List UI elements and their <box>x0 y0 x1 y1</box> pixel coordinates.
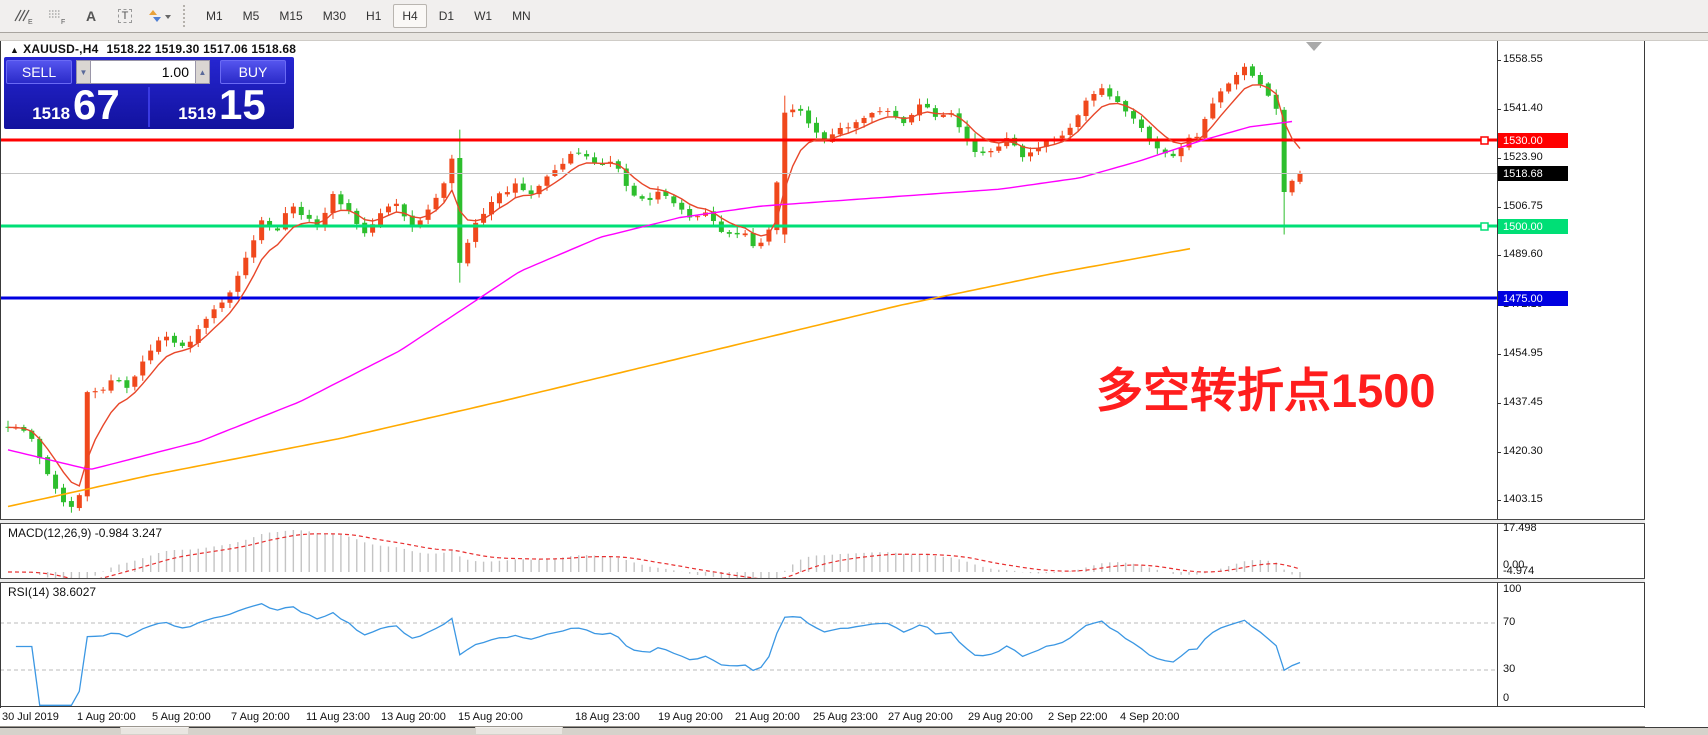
svg-text:F: F <box>61 19 65 25</box>
buy-price[interactable]: 1519 15 <box>178 81 266 128</box>
date-label: 25 Aug 23:00 <box>813 711 878 723</box>
svg-text:E: E <box>28 19 33 25</box>
timeframe-buttons: M1 M5 M15 M30 H1 H4 D1 W1 MN <box>196 4 541 28</box>
axis-tick <box>1497 452 1501 453</box>
rsi-axis-label: 100 <box>1503 583 1522 595</box>
date-label: 15 Aug 20:00 <box>458 711 523 723</box>
date-label: 18 Aug 23:00 <box>575 711 640 723</box>
window-bottom-border <box>0 726 1645 727</box>
date-label: 19 Aug 20:00 <box>658 711 723 723</box>
chart-tab[interactable] <box>121 727 188 734</box>
volume-down-button[interactable]: ▼ <box>76 60 91 84</box>
axis-tick <box>1497 60 1501 61</box>
timeframe-button-h4[interactable]: H4 <box>393 4 427 28</box>
timeframe-button-m5[interactable]: M5 <box>242 9 260 23</box>
rsi-label: RSI(14) 38.6027 <box>8 585 97 599</box>
chart-tab[interactable] <box>189 727 475 734</box>
macd-panel-divider[interactable] <box>0 519 1645 524</box>
chart-tab-strip <box>0 727 1708 735</box>
templates-icon[interactable]: F <box>41 4 73 28</box>
timeframe-button-m30[interactable]: M30 <box>322 9 347 23</box>
axis-tick-label: 1403.15 <box>1503 493 1543 505</box>
rsi-panel-bottom-border <box>0 706 1645 707</box>
date-label: 29 Aug 20:00 <box>968 711 1033 723</box>
axis-tick <box>1497 109 1501 110</box>
axis-tick <box>1497 500 1501 501</box>
scroll-marker-icon[interactable] <box>1306 42 1322 51</box>
volume-input[interactable]: 1.00 <box>91 60 195 84</box>
axis-tick <box>1497 403 1501 404</box>
date-label: 13 Aug 20:00 <box>381 711 446 723</box>
rsi-axis-label: 70 <box>1503 616 1516 628</box>
date-label: 1 Aug 20:00 <box>77 711 136 723</box>
axis-tick-label: 1541.40 <box>1503 102 1543 114</box>
symbol-collapse-icon[interactable]: ▲ <box>10 45 20 55</box>
chart-tab[interactable] <box>0 727 120 734</box>
macd-axis-label: -4.974 <box>1503 565 1535 577</box>
chart-tab[interactable] <box>476 727 562 734</box>
chart-tab[interactable] <box>563 727 1708 734</box>
date-label: 11 Aug 23:00 <box>306 711 371 723</box>
volume-spinner: ▼ 1.00 ▲ <box>76 60 210 84</box>
rsi-axis-label: 0 <box>1503 692 1510 704</box>
timeframe-button-mn[interactable]: MN <box>512 9 531 23</box>
date-label: 30 Jul 2019 <box>2 711 59 723</box>
objects-icon[interactable] <box>143 4 177 28</box>
axis-tick <box>1497 207 1501 208</box>
axis-tick <box>1497 255 1501 256</box>
date-label: 4 Sep 20:00 <box>1120 711 1180 723</box>
price-badge-1475.00: 1475.00 <box>1498 291 1568 306</box>
label-icon[interactable]: T <box>109 4 141 28</box>
sell-price[interactable]: 1518 67 <box>32 81 120 128</box>
axis-tick-label: 1437.45 <box>1503 396 1543 408</box>
macd-label: MACD(12,26,9) -0.984 3.247 <box>8 526 163 540</box>
axis-tick-label: 1454.95 <box>1503 347 1543 359</box>
price-badge-1500.00: 1500.00 <box>1498 219 1568 234</box>
axis-tick-label: 1523.90 <box>1503 151 1543 163</box>
timeframe-button-h1[interactable]: H1 <box>366 9 382 23</box>
timeframe-button-d1[interactable]: D1 <box>438 9 455 23</box>
rsi-axis-label: 30 <box>1503 663 1516 675</box>
date-label: 5 Aug 20:00 <box>152 711 211 723</box>
timeframe-button-w1[interactable]: W1 <box>474 9 493 23</box>
axis-tick-label: 1558.55 <box>1503 53 1543 65</box>
toolbar-shadow <box>0 33 1708 41</box>
timeframe-button-m15[interactable]: M15 <box>279 9 303 23</box>
chart-title: ▲ XAUUSD-,H4 1518.22 1519.30 1517.06 1518.… <box>10 42 296 56</box>
ohlc-values: 1518.22 1519.30 1517.06 1518.68 <box>106 42 297 56</box>
axis-tick-label: 1489.60 <box>1503 248 1543 260</box>
toolbar-separator <box>183 5 191 27</box>
date-label: 21 Aug 20:00 <box>735 711 800 723</box>
date-label: 27 Aug 20:00 <box>888 711 953 723</box>
chart-plot[interactable] <box>0 0 1497 735</box>
macd-axis-label: 0.00 <box>1503 559 1525 571</box>
date-label: 2 Sep 22:00 <box>1048 711 1108 723</box>
axis-tick-label: 1506.75 <box>1503 200 1543 212</box>
volume-up-button[interactable]: ▲ <box>195 60 210 84</box>
rsi-panel-divider[interactable] <box>0 578 1645 583</box>
price-divider <box>148 87 150 127</box>
macd-axis-label: 17.498 <box>1503 522 1537 534</box>
price-badge-1530.00: 1530.00 <box>1498 133 1568 148</box>
price-badge-1518.68: 1518.68 <box>1498 166 1568 181</box>
symbol-name: XAUUSD-,H4 <box>23 42 99 56</box>
text-icon[interactable]: A <box>85 8 97 24</box>
chart-window-border-right <box>1644 40 1645 727</box>
axis-tick-label: 1420.30 <box>1503 445 1543 457</box>
axis-tick <box>1497 354 1501 355</box>
one-click-trade-panel: SELL ▼ 1.00 ▲ BUY 1518 67 1519 15 <box>4 57 294 129</box>
time-axis: 30 Jul 2019 1 Aug 20:00 5 Aug 20:00 7 Aug 2… <box>0 708 1645 726</box>
date-label: 7 Aug 20:00 <box>231 711 290 723</box>
buy-button[interactable]: BUY <box>220 60 286 84</box>
axis-tick <box>1497 158 1501 159</box>
timeframe-button-m1[interactable]: M1 <box>206 9 223 23</box>
toolbar: E F A T M1 M5 M15 M30 H1 H4 D1 W1 MN <box>0 0 1708 33</box>
chart-annotation-text: 多空转折点1500 <box>1096 364 1436 417</box>
price-axis-line <box>1497 40 1498 707</box>
chart-window-border-left <box>0 40 1 727</box>
sell-button[interactable]: SELL <box>6 60 72 84</box>
indicators-icon[interactable]: E <box>7 4 39 28</box>
